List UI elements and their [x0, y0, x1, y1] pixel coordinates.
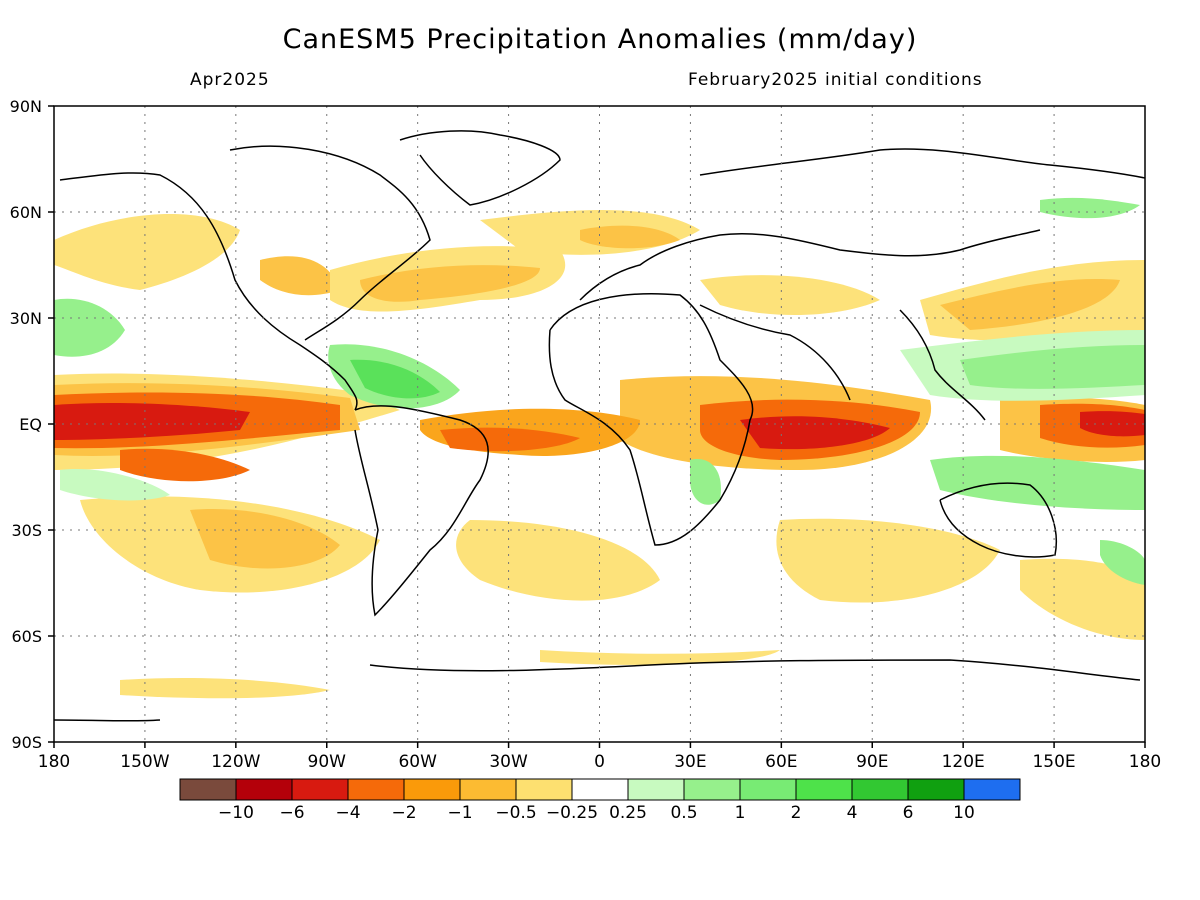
legend-swatch	[235, 778, 293, 801]
legend-swatch	[515, 778, 573, 801]
latitude-tick-label: 30S	[11, 521, 42, 540]
longitude-tick-label: 90E	[856, 752, 888, 772]
anomaly-shading	[54, 197, 1145, 699]
longitude-tick-label: 0	[594, 752, 605, 772]
legend-label: −10	[218, 803, 254, 823]
legend-label: 1	[735, 803, 746, 823]
legend-label: −4	[335, 803, 360, 823]
legend-label: 0.25	[609, 803, 647, 823]
legend-label: −2	[391, 803, 416, 823]
longitude-tick-label: 120W	[211, 752, 260, 772]
legend-label: −6	[279, 803, 304, 823]
legend-swatch	[627, 778, 685, 801]
legend-label: 2	[791, 803, 802, 823]
legend-label: −0.5	[495, 803, 536, 823]
latitude-tick-label: 60N	[10, 203, 42, 222]
legend-swatch	[683, 778, 741, 801]
longitude-tick-label: 150W	[120, 752, 169, 772]
latitude-tick-label: EQ	[19, 415, 42, 434]
legend-swatch	[179, 778, 237, 801]
longitude-tick-label: 120E	[942, 752, 985, 772]
legend-swatch	[291, 778, 349, 801]
longitude-tick-label: 60W	[398, 752, 437, 772]
legend-label: 10	[953, 803, 975, 823]
longitude-tick-label: 60E	[765, 752, 797, 772]
latitude-tick-label: 60S	[11, 627, 42, 646]
longitude-tick-label: 180	[38, 752, 70, 772]
latitude-tick-label: 90S	[11, 733, 42, 752]
longitude-tick-label: 30E	[674, 752, 706, 772]
legend-swatch	[851, 778, 909, 801]
legend-swatch	[739, 778, 797, 801]
legend-label: −1	[447, 803, 472, 823]
graticule	[54, 106, 1145, 742]
initial-conditions-label: February2025 initial conditions	[688, 70, 983, 90]
legend-swatch	[347, 778, 405, 801]
valid-month-label: Apr2025	[190, 70, 270, 90]
legend-label: 0.5	[670, 803, 697, 823]
legend-label: −0.25	[546, 803, 598, 823]
latitude-tick-label: 90N	[10, 97, 42, 116]
legend-swatch	[907, 778, 965, 801]
legend-label: 4	[847, 803, 858, 823]
longitude-tick-label: 180	[1129, 752, 1161, 772]
legend-swatch	[459, 778, 517, 801]
latitude-labels: 90N 60N 30N EQ 30S 60S 90S	[10, 97, 54, 752]
legend-swatch	[571, 778, 629, 801]
longitude-labels: 180 150W 120W 90W 60W 30W 0 30E 60E 90E 120E 150E 18…	[38, 742, 1161, 772]
chart-title: CanESM5 Precipitation Anomalies (mm/day)	[282, 24, 918, 55]
longitude-tick-label: 90W	[308, 752, 347, 772]
latitude-tick-label: 30N	[10, 309, 42, 328]
longitude-tick-label: 30W	[489, 752, 528, 772]
legend-label: 6	[903, 803, 914, 823]
longitude-tick-label: 150E	[1032, 752, 1075, 772]
color-legend: −10 −6 −4 −2 −1 −0.5 −0.25 0.25 0.5 1 2 4 6 10	[179, 778, 1021, 823]
legend-swatch	[795, 778, 853, 801]
legend-swatch	[963, 778, 1021, 801]
legend-swatch	[403, 778, 461, 801]
